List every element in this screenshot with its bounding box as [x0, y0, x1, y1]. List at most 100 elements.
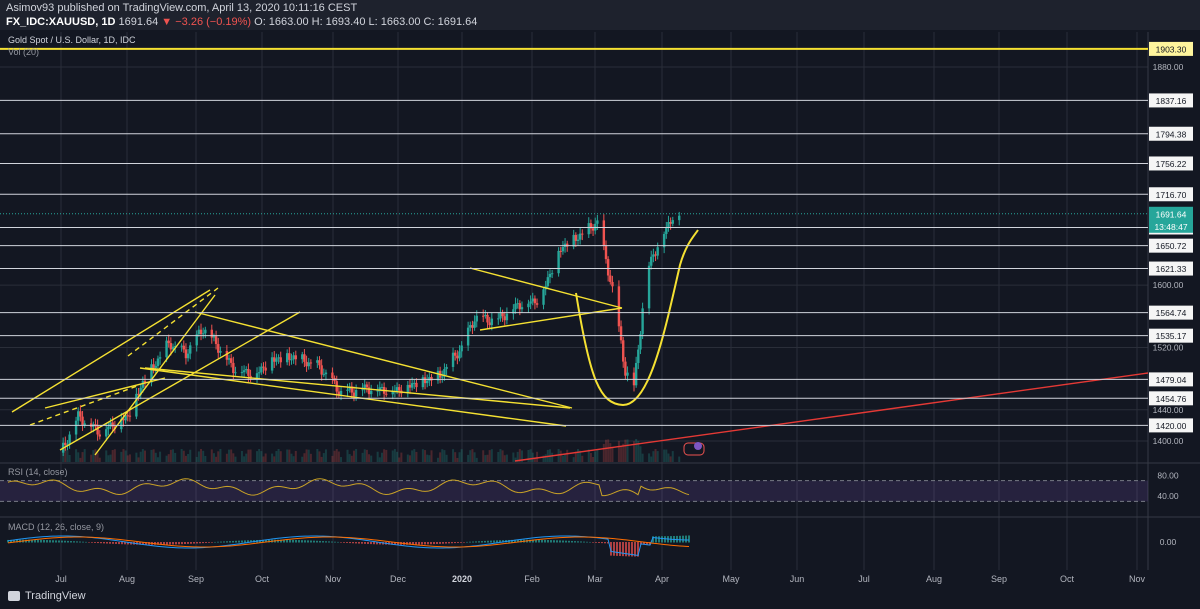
- candle-body: [497, 318, 500, 320]
- candle-body: [619, 326, 623, 341]
- macd-histogram-bar: [436, 542, 438, 544]
- macd-histogram-bar: [73, 541, 75, 543]
- macd-histogram-bar: [220, 541, 222, 543]
- candle-body: [143, 380, 147, 383]
- macd-histogram-bar: [481, 541, 483, 543]
- volume-bar: [566, 449, 569, 462]
- candle-body: [240, 372, 244, 374]
- volume-bar: [120, 451, 123, 462]
- volume-bar: [189, 449, 192, 462]
- volume-bar: [98, 457, 101, 462]
- candle-body: [294, 355, 297, 360]
- macd-histogram-bar: [577, 541, 579, 543]
- volume-bar: [426, 454, 429, 462]
- candle-body: [255, 373, 259, 379]
- volume-bar: [486, 454, 489, 462]
- candle-body: [292, 355, 295, 360]
- volume-bar: [441, 449, 444, 462]
- macd-histogram-bar: [658, 536, 660, 543]
- candle-body: [469, 325, 472, 328]
- macd-histogram-bar: [43, 539, 45, 543]
- volume-bar: [516, 451, 519, 462]
- macd-histogram-bar: [265, 539, 267, 543]
- macd-histogram-bar: [307, 540, 309, 543]
- macd-histogram-bar: [367, 542, 369, 544]
- symbol-label: FX_IDC:XAUUSD, 1D: [6, 16, 116, 28]
- candle-body: [303, 354, 306, 362]
- macd-histogram-bar: [607, 542, 609, 544]
- candle-body: [376, 390, 379, 392]
- macd-histogram-bar: [451, 542, 453, 544]
- macd-histogram-bar: [289, 539, 291, 543]
- candle-body: [331, 372, 334, 379]
- candle-body: [232, 362, 235, 374]
- volume-bar: [109, 454, 112, 462]
- candle-body: [391, 391, 394, 395]
- candle-body: [639, 334, 642, 350]
- volume-bar: [454, 452, 457, 462]
- volume-bar: [230, 449, 233, 462]
- macd-histogram-bar: [127, 542, 129, 545]
- volume-bar: [665, 449, 668, 462]
- volume-bar: [574, 451, 577, 462]
- candle-body: [559, 250, 562, 252]
- macd-histogram-bar: [355, 542, 357, 544]
- time-tick-label: Jul: [55, 574, 67, 584]
- chart-canvas[interactable]: 1903.301837.161794.381756.221716.701674.…: [0, 30, 1200, 590]
- volume-bar: [559, 450, 562, 462]
- volume-bar: [107, 455, 110, 462]
- candle-body: [350, 386, 354, 393]
- published-by-text: Asimov93 published on TradingView.com, A…: [6, 2, 358, 14]
- volume-bar: [406, 454, 409, 462]
- trend-line-drawing: [194, 311, 573, 409]
- macd-histogram-bar: [7, 539, 9, 543]
- volume-bar: [596, 449, 599, 462]
- macd-histogram-bar: [88, 542, 90, 543]
- cup-drawing: [575, 229, 699, 407]
- candle-body: [186, 353, 190, 359]
- candle-body: [173, 346, 177, 348]
- volume-bar: [197, 451, 200, 462]
- candle-body: [363, 384, 366, 390]
- macd-histogram-bar: [664, 536, 666, 543]
- tradingview-brand: TradingView: [8, 590, 86, 602]
- candle-body: [242, 370, 246, 373]
- tradingview-logo-icon: [8, 591, 20, 601]
- macd-histogram-bar: [316, 540, 318, 543]
- macd-histogram-bar: [448, 542, 450, 544]
- macd-pane: 0.00: [7, 535, 1177, 557]
- candle-body: [501, 313, 504, 317]
- candle-body: [490, 318, 494, 326]
- candle-body: [650, 256, 653, 266]
- macd-histogram-bar: [421, 542, 423, 545]
- volume-bar: [174, 452, 177, 462]
- macd-histogram-bar: [328, 541, 330, 543]
- volume-bar: [531, 452, 534, 462]
- volume-bar: [247, 449, 250, 462]
- volume-bar: [320, 456, 323, 462]
- candle-body: [98, 434, 101, 437]
- macd-histogram-bar: [247, 540, 249, 543]
- volume-bar: [378, 457, 381, 462]
- price-tick-label: 1600.00: [1153, 280, 1184, 290]
- volume-bar: [90, 454, 93, 462]
- candle-body: [486, 314, 489, 323]
- channel-line-drawing: [29, 384, 141, 426]
- candle-body: [641, 308, 644, 335]
- volume-bar: [169, 449, 172, 462]
- volume-bar: [240, 451, 243, 462]
- macd-histogram-bar: [478, 541, 480, 543]
- candle-body: [578, 233, 582, 240]
- candle-body: [122, 419, 125, 421]
- candle-body: [337, 391, 341, 395]
- volume-bar: [249, 449, 252, 462]
- candle-body: [395, 387, 399, 392]
- candle-body: [135, 393, 138, 417]
- candle-body: [180, 345, 183, 347]
- macd-histogram-bar: [112, 542, 114, 544]
- volume-bar: [609, 443, 612, 462]
- rising-trend-line: [514, 372, 1149, 462]
- candle-body: [574, 234, 578, 241]
- candle-body: [171, 346, 175, 350]
- macd-histogram-bar: [460, 542, 462, 543]
